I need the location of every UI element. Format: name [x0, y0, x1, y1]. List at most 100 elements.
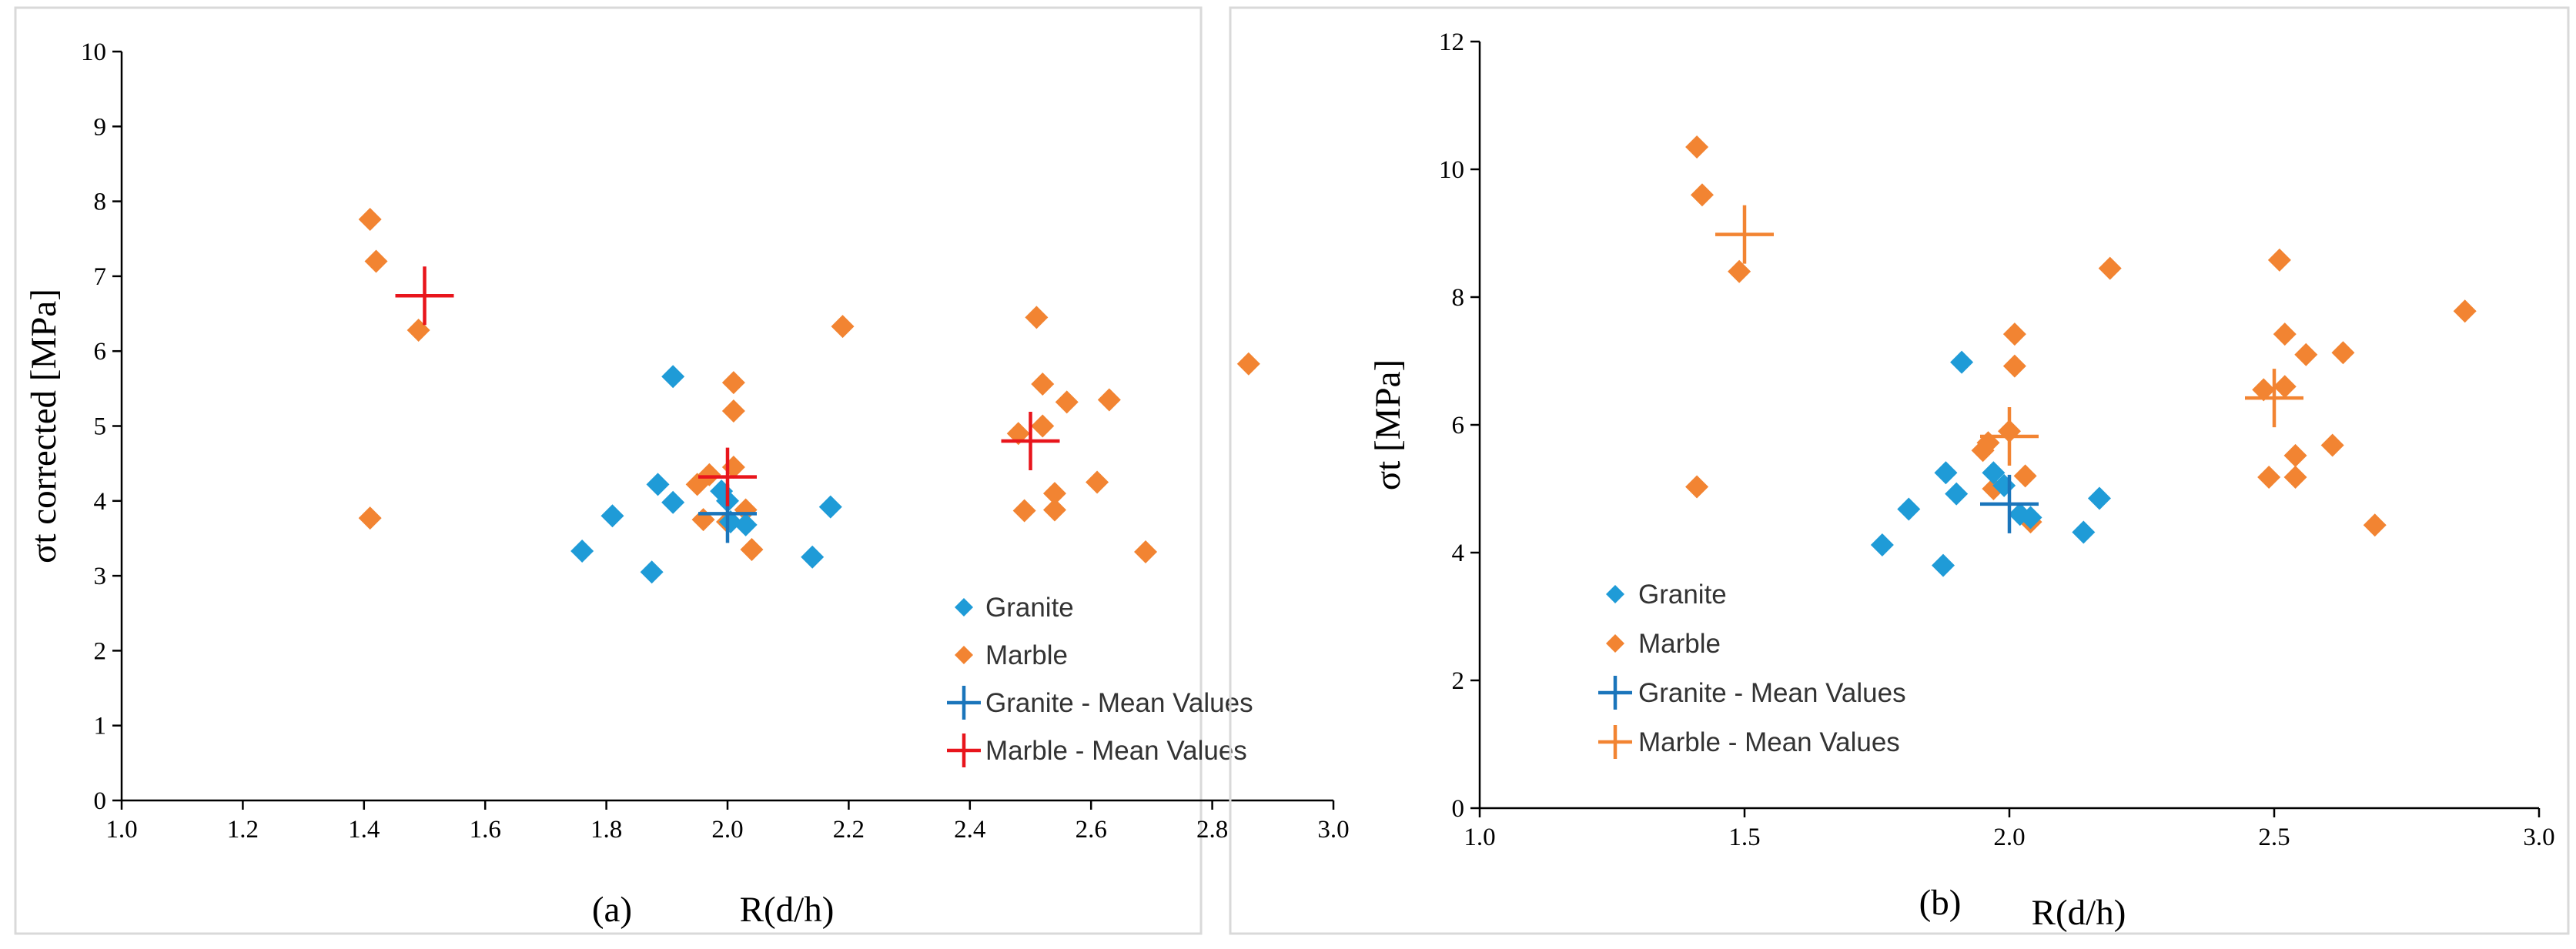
granite-point	[2087, 486, 2111, 510]
granite-point	[646, 473, 670, 496]
granite-point	[801, 545, 825, 569]
marble-point	[734, 498, 758, 522]
granite-point	[1982, 461, 2006, 485]
legend-marker-icon	[947, 686, 981, 720]
legend-label: Granite - Mean Values	[985, 688, 1253, 718]
legend-marker-icon	[1606, 585, 1624, 603]
legend-marker-icon	[1598, 676, 1632, 710]
marble-point	[406, 318, 430, 342]
data-points	[358, 207, 1260, 584]
y-tick-label: 3	[94, 563, 107, 590]
marble-point	[1042, 498, 1066, 522]
marble-point	[1025, 306, 1049, 329]
granite-point	[601, 504, 624, 528]
marble-point	[2453, 299, 2477, 323]
marble-point	[1134, 540, 1158, 563]
marble-point	[721, 371, 745, 395]
legend-label: Granite	[985, 593, 1074, 623]
marble-point	[2273, 322, 2297, 346]
legend-marker-icon	[1598, 725, 1632, 759]
marble-point	[2257, 466, 2281, 490]
marble-mean-values-point	[1715, 205, 1774, 264]
x-tick-label: 1.0	[1464, 824, 1495, 851]
granite-mean-values-point	[1980, 474, 2039, 533]
marble-point	[721, 399, 745, 423]
marble-point	[2002, 322, 2026, 346]
x-tick-label: 1.5	[1728, 824, 1760, 851]
y-tick-label: 5	[94, 413, 107, 441]
granite-point	[1934, 461, 1958, 485]
marble-mean-values-point	[698, 447, 757, 506]
y-tick-label: 4	[94, 488, 107, 516]
x-tick-label: 3.0	[1317, 816, 1349, 844]
marble-point	[2363, 513, 2387, 537]
x-tick-label: 1.2	[227, 816, 259, 844]
marble-point	[1042, 482, 1066, 506]
marble-mean-values-point	[395, 266, 454, 326]
marble-point	[2273, 375, 2297, 399]
marble-point	[831, 315, 855, 339]
granite-point	[661, 365, 685, 389]
legend-item: Marble - Mean Values	[947, 733, 1247, 767]
chart-area-border	[1229, 6, 2570, 935]
granite-point	[1945, 482, 1969, 506]
marble-point	[2252, 378, 2276, 402]
y-tick-label: 8	[1452, 284, 1465, 312]
marble-point	[1685, 475, 1709, 499]
legend: Granite Marble Granite - Mean Values Marble…	[947, 593, 1253, 767]
y-tick-label: 9	[94, 113, 107, 141]
y-tick-label: 1	[94, 713, 107, 740]
legend-label: Marble - Mean Values	[1638, 727, 1900, 757]
marble-point	[2013, 464, 2037, 488]
granite-point	[1932, 553, 1955, 577]
legend-label: Granite	[1638, 580, 1727, 610]
granite-point	[734, 513, 758, 536]
x-tick-label: 2.5	[2258, 824, 2290, 851]
granite-point	[2019, 506, 2042, 530]
x-tick-label: 2.4	[954, 816, 985, 844]
marble-point	[2002, 354, 2026, 378]
granite-point	[570, 539, 594, 563]
marble-point	[358, 207, 382, 231]
legend-marker-icon	[955, 646, 973, 664]
x-axis-title: R(d/h)	[740, 890, 835, 930]
legend-item: Marble	[955, 640, 1068, 670]
marble-point	[1690, 183, 1714, 207]
x-tick-label: 2.0	[1993, 824, 2025, 851]
y-tick-label: 10	[81, 38, 106, 66]
x-tick-label: 2.0	[711, 816, 743, 844]
marble-mean-values-point	[1001, 411, 1060, 470]
legend-marker-icon	[947, 733, 981, 767]
marble-point	[1728, 259, 1751, 283]
marble-point	[1031, 414, 1055, 438]
granite-point	[2072, 520, 2096, 544]
y-axis-title: σt corrected [MPa]	[24, 289, 64, 563]
y-tick-label: 12	[1439, 28, 1464, 56]
marble-point	[2283, 466, 2307, 490]
legend-item: Granite - Mean Values	[947, 686, 1253, 720]
marble-point	[2331, 341, 2355, 365]
y-tick-label: 0	[1452, 795, 1465, 823]
marble-point	[691, 508, 715, 532]
legend-item: Granite	[955, 593, 1074, 623]
marble-point	[1097, 388, 1121, 412]
panel-label: (a)	[592, 890, 632, 930]
marble-mean-values-point	[1980, 406, 2039, 466]
legend-marker-icon	[1606, 634, 1624, 653]
x-axis-title: R(d/h)	[2032, 893, 2126, 933]
x-tick-label: 3.0	[2523, 824, 2554, 851]
granite-point	[661, 490, 685, 514]
x-tick-label: 1.4	[348, 816, 380, 844]
marble-point	[1055, 390, 1079, 414]
marble-point	[1685, 135, 1709, 159]
marble-point	[2098, 256, 2122, 280]
legend-item: Marble - Mean Values	[1598, 725, 1900, 759]
legend-item: Marble	[1606, 629, 1721, 659]
legend-label: Marble	[1638, 629, 1721, 659]
y-tick-label: 10	[1439, 156, 1464, 184]
chart-panel-a: 0 1 2 3 4 5 6 7 8 9 10 1.0 1.2 1.4 1.6 1.8 2.0 2.2 2.4 2.6 2…	[14, 6, 1350, 935]
granite-point	[1950, 350, 1974, 374]
legend-item: Granite - Mean Values	[1598, 676, 1906, 710]
y-tick-label: 0	[94, 787, 107, 815]
